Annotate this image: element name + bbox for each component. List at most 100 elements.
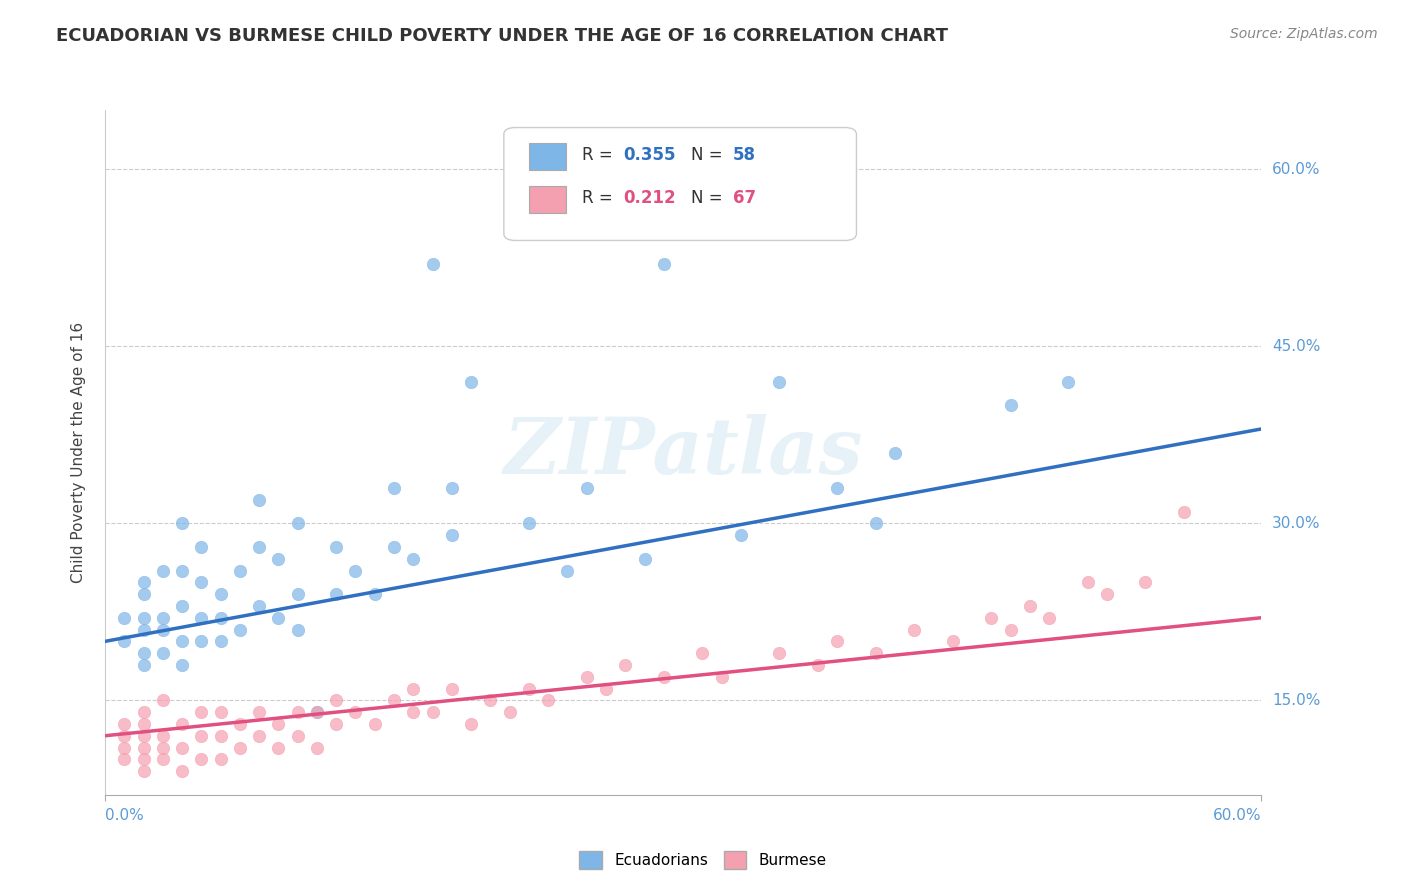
Point — [152, 646, 174, 660]
Point — [325, 693, 347, 707]
Point — [287, 587, 309, 601]
Point — [152, 611, 174, 625]
Point — [247, 729, 270, 743]
Point — [595, 681, 617, 696]
Point — [190, 575, 212, 590]
Point — [209, 729, 232, 743]
Text: R =: R = — [582, 189, 619, 207]
Point — [152, 623, 174, 637]
Point — [460, 375, 482, 389]
Point — [825, 634, 848, 648]
Point — [132, 587, 155, 601]
Point — [402, 705, 425, 719]
Point — [692, 646, 714, 660]
Point — [537, 693, 560, 707]
Point — [209, 611, 232, 625]
FancyBboxPatch shape — [529, 143, 567, 170]
Point — [287, 729, 309, 743]
Point — [190, 752, 212, 766]
Point — [710, 670, 733, 684]
Point — [325, 717, 347, 731]
Point — [730, 528, 752, 542]
Text: N =: N = — [692, 189, 728, 207]
Point — [652, 257, 675, 271]
Point — [132, 729, 155, 743]
Text: N =: N = — [692, 146, 728, 164]
Point — [247, 492, 270, 507]
Point — [1000, 398, 1022, 412]
Point — [170, 634, 193, 648]
Point — [229, 717, 252, 731]
Point — [190, 729, 212, 743]
Point — [170, 657, 193, 672]
Point — [132, 657, 155, 672]
Point — [575, 481, 598, 495]
Point — [479, 693, 502, 707]
Point — [498, 705, 520, 719]
Legend: Ecuadorians, Burmese: Ecuadorians, Burmese — [574, 845, 832, 875]
Point — [112, 740, 135, 755]
Text: 15.0%: 15.0% — [1272, 693, 1320, 708]
Point — [247, 599, 270, 613]
Point — [557, 564, 579, 578]
Point — [247, 540, 270, 554]
Point — [364, 717, 387, 731]
Point — [1173, 505, 1195, 519]
Point — [884, 445, 907, 459]
Point — [325, 587, 347, 601]
Point — [267, 551, 290, 566]
Text: 0.0%: 0.0% — [105, 808, 143, 823]
Text: 67: 67 — [733, 189, 756, 207]
Point — [575, 670, 598, 684]
Point — [132, 752, 155, 766]
Point — [190, 540, 212, 554]
Point — [170, 764, 193, 779]
Point — [132, 575, 155, 590]
Point — [422, 257, 444, 271]
Point — [170, 717, 193, 731]
Point — [152, 729, 174, 743]
Point — [112, 752, 135, 766]
Point — [1095, 587, 1118, 601]
Point — [1057, 375, 1080, 389]
Point — [344, 705, 367, 719]
Point — [112, 729, 135, 743]
Point — [422, 705, 444, 719]
Point — [402, 551, 425, 566]
Point — [1038, 611, 1060, 625]
Point — [305, 740, 328, 755]
Point — [132, 611, 155, 625]
Point — [152, 740, 174, 755]
Point — [364, 587, 387, 601]
Point — [209, 752, 232, 766]
Point — [402, 681, 425, 696]
Point — [614, 657, 637, 672]
FancyBboxPatch shape — [503, 128, 856, 241]
Point — [209, 705, 232, 719]
Point — [287, 516, 309, 531]
Point — [209, 587, 232, 601]
Point — [170, 740, 193, 755]
Text: Source: ZipAtlas.com: Source: ZipAtlas.com — [1230, 27, 1378, 41]
Text: 30.0%: 30.0% — [1272, 516, 1320, 531]
Text: ZIPatlas: ZIPatlas — [503, 415, 863, 491]
Point — [132, 764, 155, 779]
Text: 60.0%: 60.0% — [1212, 808, 1261, 823]
Point — [112, 611, 135, 625]
Point — [132, 740, 155, 755]
Point — [287, 705, 309, 719]
Point — [229, 740, 252, 755]
FancyBboxPatch shape — [529, 186, 567, 213]
Point — [460, 717, 482, 731]
Point — [267, 740, 290, 755]
Point — [1000, 623, 1022, 637]
Point — [112, 634, 135, 648]
Point — [305, 705, 328, 719]
Text: 45.0%: 45.0% — [1272, 339, 1320, 354]
Point — [865, 646, 887, 660]
Point — [305, 705, 328, 719]
Point — [190, 705, 212, 719]
Point — [1018, 599, 1040, 613]
Point — [170, 564, 193, 578]
Point — [229, 623, 252, 637]
